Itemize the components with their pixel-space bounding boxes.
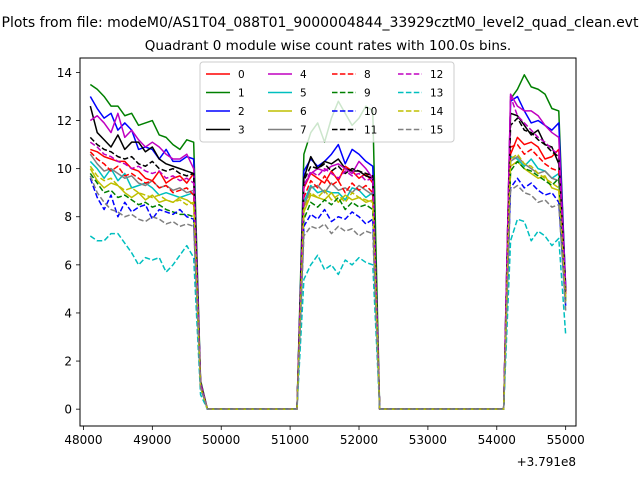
x-axis: 48000 49000 50000 51000 52000 53000 54000 55000 <box>64 426 585 447</box>
x-tick-label: 51000 <box>271 433 309 447</box>
y-axis: 0 2 4 6 8 10 12 14 <box>57 66 80 417</box>
plot-frame <box>79 57 577 427</box>
legend-label-15: 15 <box>430 125 443 137</box>
series-line-14 <box>89 153 567 410</box>
series-line-8 <box>89 143 567 410</box>
x-tick-label: 50000 <box>202 433 240 447</box>
x-tick-label: 53000 <box>409 433 447 447</box>
legend-label-14: 14 <box>430 106 444 118</box>
x-tick-label: 52000 <box>340 433 378 447</box>
y-tick-label: 4 <box>64 306 72 320</box>
x-tick-label: 55000 <box>547 433 585 447</box>
legend-label-3: 3 <box>238 125 245 137</box>
y-tick-label: 0 <box>64 403 72 417</box>
y-tick-label: 2 <box>64 355 72 369</box>
x-offset-label: +3.791e8 <box>517 455 576 469</box>
legend-label-12: 12 <box>430 69 443 81</box>
y-tick-label: 6 <box>64 258 72 272</box>
y-tick-label: 10 <box>57 162 72 176</box>
y-tick-label: 12 <box>57 114 72 128</box>
legend-label-10: 10 <box>364 106 377 118</box>
legend-label-1: 1 <box>238 88 245 100</box>
x-tick-label: 48000 <box>64 433 102 447</box>
legend-label-0: 0 <box>238 69 245 81</box>
legend-box <box>199 61 455 143</box>
x-tick-label: 49000 <box>133 433 171 447</box>
legend-label-2: 2 <box>238 106 245 118</box>
legend-label-7: 7 <box>300 125 307 137</box>
legend-label-13: 13 <box>430 88 443 100</box>
x-tick-label: 54000 <box>478 433 516 447</box>
series-line-15 <box>89 175 567 410</box>
legend-label-9: 9 <box>364 88 371 100</box>
legend-label-5: 5 <box>300 88 307 100</box>
y-tick-label: 14 <box>57 66 72 80</box>
legend-label-4: 4 <box>300 69 307 81</box>
figure-suptitle: Plots from file: modeM0/AS1T04_088T01_90… <box>2 15 639 31</box>
y-tick-label: 8 <box>64 210 72 224</box>
chart-title: Quadrant 0 module wise count rates with … <box>145 38 511 54</box>
legend-label-6: 6 <box>300 106 307 118</box>
plot-area <box>89 74 567 410</box>
legend-label-11: 11 <box>364 125 377 137</box>
legend-label-8: 8 <box>364 69 371 81</box>
